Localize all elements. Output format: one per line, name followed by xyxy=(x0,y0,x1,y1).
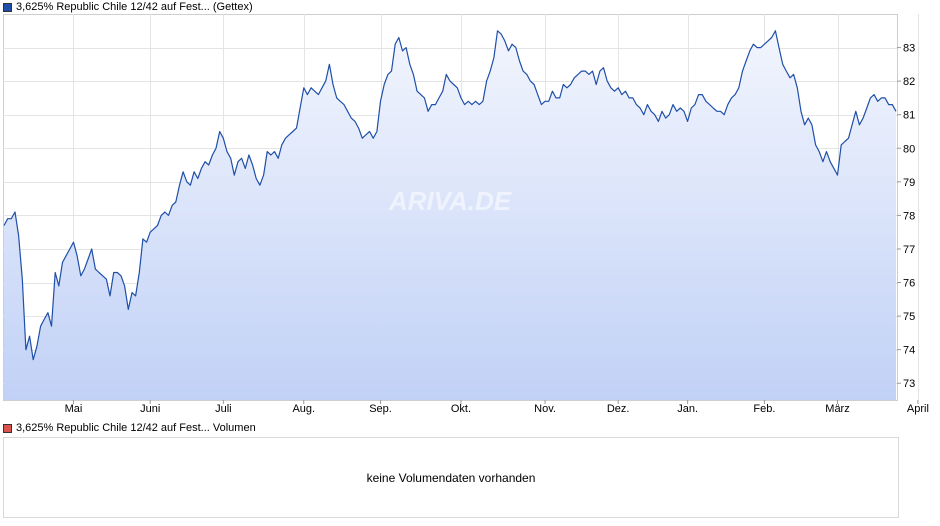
y-tick-label: 76 xyxy=(903,278,915,290)
price-area xyxy=(4,30,896,401)
volume-panel: keine Volumendaten vorhanden xyxy=(3,437,899,518)
y-tick-label: 80 xyxy=(903,143,915,155)
x-tick-label: März xyxy=(825,403,849,415)
x-tick-label: Jan. xyxy=(677,403,698,415)
volume-legend-swatch xyxy=(3,423,12,433)
price-legend-swatch xyxy=(3,2,12,12)
price-chart: ARIVA.DE 73 74 75 76 77 78 79 80 81 82 83 Mai Juni Jul… xyxy=(3,14,929,415)
price-legend: 3,625% Republic Chile 12/42 auf Fest... … xyxy=(3,0,253,14)
volume-legend-label: 3,625% Republic Chile 12/42 auf Fest... … xyxy=(16,422,256,434)
x-tick-label: Juni xyxy=(140,403,160,415)
y-tick-label: 77 xyxy=(903,244,915,256)
x-tick-label: Juli xyxy=(215,403,232,415)
no-volume-message: keine Volumendaten vorhanden xyxy=(366,470,536,485)
x-tick-label: Sep. xyxy=(369,403,392,415)
price-line xyxy=(3,30,897,361)
y-tick-label: 75 xyxy=(903,311,915,323)
y-tick-label: 83 xyxy=(903,43,915,55)
watermark: ARIVA.DE xyxy=(388,186,512,216)
y-tick-label: 73 xyxy=(903,378,915,390)
x-tick-label: Feb. xyxy=(753,403,775,415)
x-tick-label: April xyxy=(907,403,929,415)
x-tick-label: Mai xyxy=(65,403,83,415)
price-legend-label: 3,625% Republic Chile 12/42 auf Fest... … xyxy=(16,1,253,13)
x-tick-label: Nov. xyxy=(534,403,556,415)
x-tick-label: Aug. xyxy=(292,403,315,415)
volume-legend: 3,625% Republic Chile 12/42 auf Fest... … xyxy=(3,421,256,435)
x-tick-label: Dez. xyxy=(607,403,630,415)
y-tick-label: 74 xyxy=(903,345,915,357)
x-tick-label: Okt. xyxy=(451,403,471,415)
y-tick-label: 78 xyxy=(903,210,915,222)
y-tick-label: 81 xyxy=(903,110,915,122)
y-tick-label: 82 xyxy=(903,76,915,88)
y-tick-label: 79 xyxy=(903,177,915,189)
